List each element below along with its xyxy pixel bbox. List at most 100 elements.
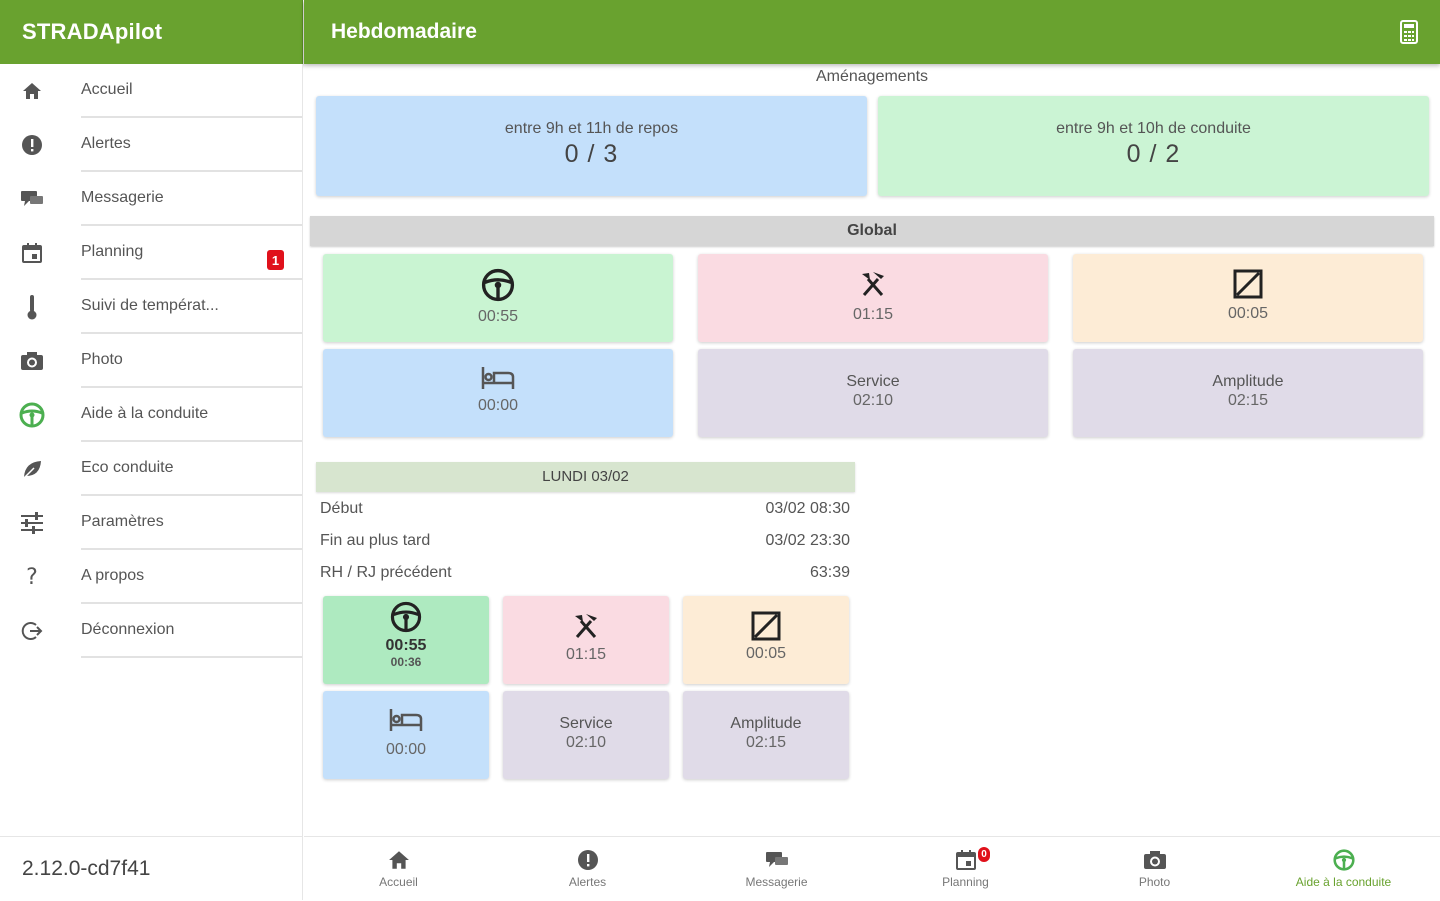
camera-icon — [18, 348, 46, 374]
day-service-label: Service — [559, 715, 613, 732]
day-travail-value: 01:15 — [565, 646, 607, 663]
global-service-label: Service — [846, 373, 900, 390]
global-amplitude-tile: Amplitude 02:15 — [1073, 349, 1423, 437]
nav-label: Photo — [1138, 875, 1171, 889]
nav-aide-conduite[interactable]: Aide à la conduite — [1249, 837, 1438, 901]
nav-label: Aide à la conduite — [1295, 875, 1392, 889]
global-repos-tile: 00:00 — [323, 349, 673, 437]
sidebar-item-alertes[interactable]: Alertes — [0, 118, 302, 172]
amenagement-repos-value: 0 / 3 — [564, 140, 619, 168]
hammer-pick-icon — [575, 614, 597, 638]
alert-icon — [577, 850, 598, 870]
steering-wheel-icon — [1332, 849, 1355, 871]
sidebar-item-a-propos[interactable]: ? A propos — [0, 550, 302, 604]
global-amplitude-value: 02:15 — [1227, 392, 1269, 409]
info-value: 03/02 23:30 — [765, 532, 850, 549]
sidebar-item-eco-conduite[interactable]: Eco conduite — [0, 442, 302, 496]
thermometer-icon — [18, 294, 46, 320]
home-icon — [18, 78, 46, 104]
availability-icon — [751, 611, 781, 641]
sidebar-item-accueil[interactable]: Accueil — [0, 64, 302, 118]
global-service-value: 02:10 — [852, 392, 894, 409]
day-disponibilite-value: 00:05 — [745, 645, 787, 662]
nav-label: Messagerie — [745, 875, 808, 889]
message-icon — [765, 852, 788, 867]
sidebar-item-label: Suivi de températ... — [81, 280, 302, 334]
info-row-debut: Début 03/02 08:30 — [320, 494, 850, 524]
app-title-bar: STRADApilot — [0, 0, 303, 64]
day-repos-tile: 00:00 — [323, 691, 489, 779]
global-disponibilite-value: 00:05 — [1227, 305, 1269, 322]
planning-badge: 1 — [267, 250, 284, 270]
sidebar-item-parametres[interactable]: Paramètres — [0, 496, 302, 550]
amenagements-title: Aménagements — [815, 68, 929, 85]
nav-accueil[interactable]: Accueil — [304, 837, 493, 901]
sidebar: Accueil Alertes Messagerie Planning Suiv… — [0, 64, 303, 836]
global-travail-tile: 01:15 — [698, 254, 1048, 342]
sidebar-item-label: A propos — [81, 550, 302, 604]
sidebar-item-aide-conduite[interactable]: Aide à la conduite — [0, 388, 302, 442]
availability-icon — [1233, 269, 1263, 299]
info-value: 63:39 — [809, 564, 850, 581]
sidebar-item-planning[interactable]: Planning — [0, 226, 302, 280]
camera-icon — [1143, 851, 1166, 869]
bed-icon — [389, 709, 423, 731]
day-header: LUNDI 03/02 — [316, 462, 855, 492]
day-repos-value: 00:00 — [385, 741, 427, 758]
sidebar-item-label: Photo — [81, 334, 302, 388]
logout-icon — [18, 618, 46, 644]
amenagement-conduite-value: 0 / 2 — [1126, 140, 1181, 168]
nav-messagerie[interactable]: Messagerie — [682, 837, 871, 901]
nav-photo[interactable]: Photo — [1060, 837, 1249, 901]
sidebar-item-label: Planning — [81, 226, 302, 280]
info-label: Début — [320, 500, 363, 517]
sidebar-item-messagerie[interactable]: Messagerie — [0, 172, 302, 226]
global-repos-value: 00:00 — [477, 397, 519, 414]
page-header: Hebdomadaire — [304, 0, 1440, 64]
sidebar-item-label: Eco conduite — [81, 442, 302, 496]
global-section-title: Global — [310, 216, 1434, 246]
sidebar-item-label: Accueil — [81, 64, 302, 118]
day-amplitude-value: 02:15 — [745, 734, 787, 751]
amenagement-conduite-card: entre 9h et 10h de conduite 0 / 2 — [878, 96, 1429, 196]
info-row-fin: Fin au plus tard 03/02 23:30 — [320, 526, 850, 556]
amenagement-conduite-text: entre 9h et 10h de conduite — [1056, 120, 1251, 137]
sidebar-item-label: Alertes — [81, 118, 302, 172]
calculator-icon[interactable] — [1400, 20, 1418, 44]
day-service-value: 02:10 — [565, 734, 607, 751]
nav-planning[interactable]: 0 Planning — [871, 837, 1060, 901]
day-conduite-value: 00:55 — [385, 637, 427, 654]
app-title: STRADApilot — [22, 19, 163, 44]
main-content: Aménagements entre 9h et 11h de repos 0 … — [304, 64, 1440, 836]
steering-wheel-icon — [481, 268, 515, 302]
sidebar-item-label: Aide à la conduite — [81, 388, 302, 442]
sidebar-item-label: Déconnexion — [81, 604, 302, 658]
nav-label: Planning — [942, 875, 989, 889]
amenagement-repos-text: entre 9h et 11h de repos — [504, 120, 679, 137]
day-disponibilite-tile: 00:05 — [683, 596, 849, 684]
bottom-nav: Accueil Alertes Messagerie 0 Planning Ph… — [304, 836, 1440, 900]
app-version: 2.12.0-cd7f41 — [0, 836, 303, 900]
info-label: RH / RJ précédent — [320, 564, 452, 581]
nav-alertes[interactable]: Alertes — [493, 837, 682, 901]
info-value: 03/02 08:30 — [765, 500, 850, 517]
sidebar-item-label: Paramètres — [81, 496, 302, 550]
nav-label: Alertes — [568, 875, 607, 889]
global-conduite-value: 00:55 — [477, 308, 519, 325]
info-row-rh: RH / RJ précédent 63:39 — [320, 558, 850, 588]
sidebar-item-photo[interactable]: Photo — [0, 334, 302, 388]
leaf-icon — [18, 456, 46, 482]
day-service-tile: Service 02:10 — [503, 691, 669, 779]
nav-label: Accueil — [379, 875, 418, 889]
day-amplitude-tile: Amplitude 02:15 — [683, 691, 849, 779]
question-icon: ? — [26, 564, 38, 590]
sidebar-item-deconnexion[interactable]: Déconnexion — [0, 604, 302, 658]
home-icon — [388, 851, 409, 869]
global-conduite-tile: 00:55 — [323, 254, 673, 342]
day-conduite-tile: 00:55 00:36 — [323, 596, 489, 684]
sidebar-item-label: Messagerie — [81, 172, 302, 226]
calendar-icon — [18, 240, 46, 266]
sidebar-item-temperature[interactable]: Suivi de températ... — [0, 280, 302, 334]
message-icon — [18, 186, 46, 212]
amenagement-repos-card: entre 9h et 11h de repos 0 / 3 — [316, 96, 867, 196]
